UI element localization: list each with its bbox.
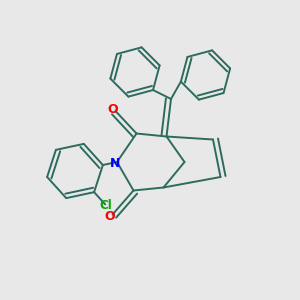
Text: O: O	[107, 103, 118, 116]
Text: O: O	[104, 209, 115, 223]
Text: Cl: Cl	[100, 199, 112, 212]
Text: N: N	[110, 157, 121, 170]
